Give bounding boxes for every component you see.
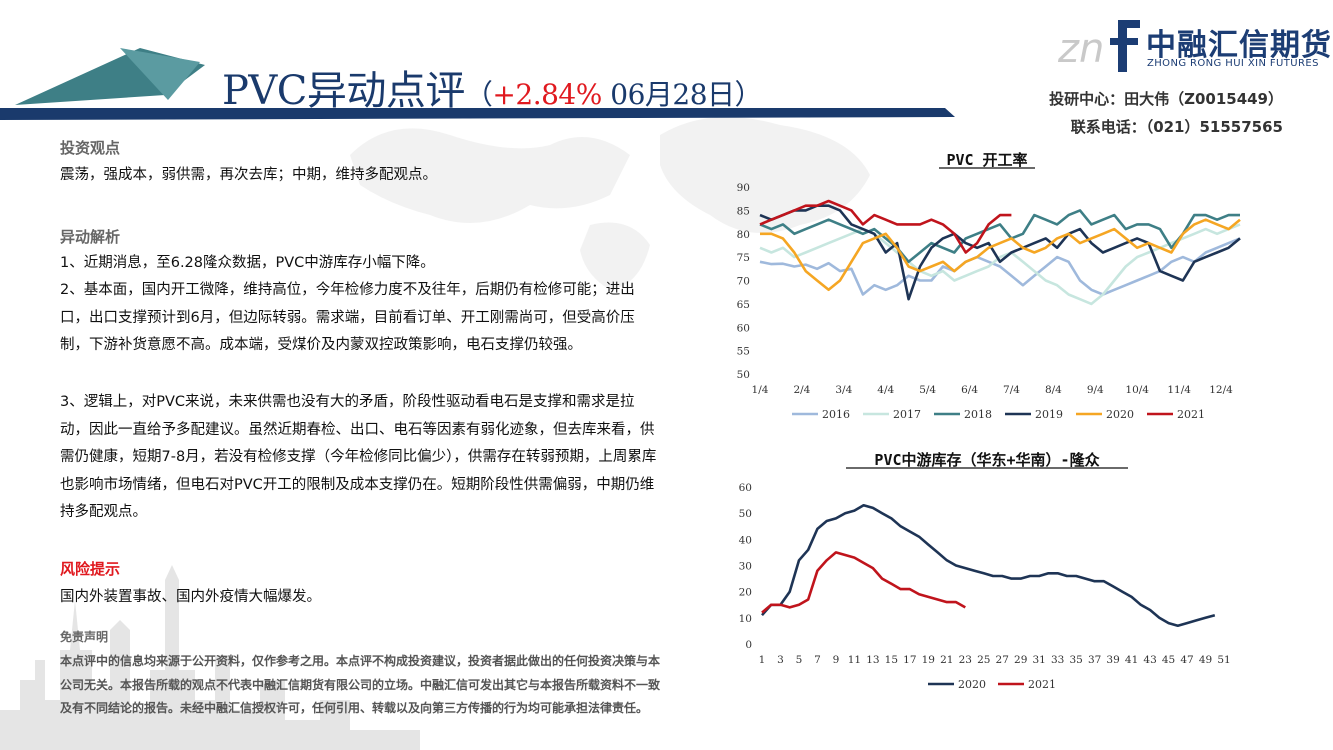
x-tick-label: 23 xyxy=(959,654,972,666)
analysis-point-2: 2、基本面，国内开工微降，维持高位，今年检修力度不及往年，后期仍有检修可能；进出… xyxy=(60,282,635,353)
y-tick-label: 65 xyxy=(737,299,750,311)
title-main: PVC异动点评 xyxy=(222,68,465,114)
y-tick-label: 60 xyxy=(737,322,750,334)
analysis-point-3: 3、逻辑上，对PVC来说，未来供需也没有大的矛盾，阶段性驱动看电石是支撑和需求是… xyxy=(60,394,657,520)
title-paren-open: （ xyxy=(464,78,493,111)
x-tick-label: 21 xyxy=(940,654,953,666)
disclaimer-text: 本点评中的信息均来源于公开资料，仅作参考之用。本点评不构成投资建议，投资者据此做… xyxy=(60,654,661,715)
x-tick-label: 11 xyxy=(848,654,861,666)
x-tick-label: 49 xyxy=(1199,654,1212,666)
x-tick-label: 17 xyxy=(903,654,916,666)
x-tick-label: 51 xyxy=(1217,654,1230,666)
change-percentage: +2.84% xyxy=(492,78,602,111)
analysis-heading: 异动解析 xyxy=(60,228,121,246)
x-tick-label: 4/4 xyxy=(877,384,894,396)
x-tick-label: 11/4 xyxy=(1167,384,1191,396)
x-tick-label: 10/4 xyxy=(1125,384,1149,396)
x-tick-label: 37 xyxy=(1088,654,1101,666)
x-tick-label: 41 xyxy=(1125,654,1138,666)
x-tick-label: 39 xyxy=(1106,654,1119,666)
x-tick-label: 12/4 xyxy=(1209,384,1233,396)
legend-label: 2021 xyxy=(1028,678,1056,691)
series-line-2021 xyxy=(761,551,966,614)
city-skyline-watermark xyxy=(0,565,420,750)
legend-label: 2018 xyxy=(964,408,992,421)
x-tick-label: 27 xyxy=(996,654,1009,666)
legend-label: 2019 xyxy=(1035,408,1063,421)
x-tick-label: 9/4 xyxy=(1087,384,1104,396)
x-tick-label: 15 xyxy=(885,654,898,666)
x-tick-label: 2/4 xyxy=(793,384,810,396)
x-tick-label: 3 xyxy=(777,654,784,666)
y-tick-label: 50 xyxy=(739,508,752,520)
title-date: 06月28日 xyxy=(602,78,735,111)
x-tick-label: 25 xyxy=(977,654,990,666)
title-paren-close: ） xyxy=(734,78,763,111)
x-tick-label: 5/4 xyxy=(919,384,936,396)
y-tick-label: 40 xyxy=(739,534,752,546)
x-tick-label: 1/4 xyxy=(752,384,769,396)
logo-english-name: ZHONG RONG HUI XIN FUTURES xyxy=(1147,58,1319,69)
x-tick-label: 19 xyxy=(922,654,935,666)
view-text: 震荡，强成本，弱供需，再次去库；中期，维持多配观点。 xyxy=(60,167,437,183)
y-tick-label: 80 xyxy=(737,229,750,241)
research-contact: 投研中心：田大伟（Z0015449） xyxy=(1049,90,1283,108)
x-tick-label: 7/4 xyxy=(1003,384,1020,396)
y-tick-label: 55 xyxy=(737,346,750,358)
x-tick-label: 33 xyxy=(1051,654,1064,666)
legend-label: 2016 xyxy=(822,408,850,421)
y-tick-label: 20 xyxy=(739,587,752,599)
company-logo-icon: zn xyxy=(1058,20,1140,72)
chart-title: PVC中游库存（华东+华南）-隆众 xyxy=(874,451,1099,469)
x-tick-label: 45 xyxy=(1162,654,1175,666)
analysis-point-1: 1、近期消息，至6.28隆众数据，PVC中游库存小幅下降。 xyxy=(60,255,435,271)
series-line-2019 xyxy=(759,204,1241,301)
date-text: 06月28日 xyxy=(610,78,735,111)
series-line-2020 xyxy=(761,504,1216,627)
x-tick-label: 6/4 xyxy=(961,384,978,396)
y-tick-label: 75 xyxy=(737,252,750,264)
x-tick-label: 29 xyxy=(1014,654,1027,666)
y-tick-label: 30 xyxy=(739,561,752,573)
y-tick-label: 50 xyxy=(737,369,750,381)
y-tick-label: 0 xyxy=(745,639,752,651)
page-title: PVC异动点评（+2.84% 06月28日） xyxy=(222,58,763,116)
x-tick-label: 9 xyxy=(833,654,840,666)
operating-rate-chart: PVC 开工率 50 55 60 65 70 75 80 85 90 1/4 2/4 3/4 4/4 5/4… xyxy=(737,151,1241,421)
x-tick-label: 31 xyxy=(1033,654,1046,666)
phone-contact: 联系电话：（021）51557565 xyxy=(1070,118,1283,136)
y-tick-label: 60 xyxy=(739,482,752,494)
disclaimer-heading: 免责声明 xyxy=(60,630,109,644)
series-line-2021 xyxy=(759,199,1012,254)
legend-label: 2020 xyxy=(958,678,986,691)
risk-heading: 风险提示 xyxy=(60,560,121,578)
x-tick-label: 43 xyxy=(1143,654,1156,666)
y-tick-label: 10 xyxy=(739,613,752,625)
y-tick-label: 70 xyxy=(737,276,750,288)
series-line-2020 xyxy=(760,218,1241,292)
svg-text:zn: zn xyxy=(1058,26,1104,72)
x-tick-label: 7 xyxy=(814,654,821,666)
legend-label: 2020 xyxy=(1106,408,1134,421)
x-tick-label: 3/4 xyxy=(835,384,852,396)
logo-chinese-name: 中融汇信期货 xyxy=(1146,28,1332,63)
series-line-2018 xyxy=(759,209,1240,264)
x-tick-label: 13 xyxy=(866,654,879,666)
x-tick-label: 8/4 xyxy=(1045,384,1062,396)
risk-text: 国内外装置事故、国内外疫情大幅爆发。 xyxy=(60,589,321,605)
y-tick-label: 90 xyxy=(737,182,750,194)
chart-title: PVC 开工率 xyxy=(946,151,1027,169)
y-tick-label: 85 xyxy=(737,205,750,217)
world-map-watermark xyxy=(350,117,870,290)
x-tick-label: 1 xyxy=(759,654,766,666)
view-heading: 投资观点 xyxy=(60,139,121,157)
legend-label: 2017 xyxy=(893,408,921,421)
x-tick-label: 47 xyxy=(1180,654,1193,666)
x-tick-label: 35 xyxy=(1069,654,1082,666)
legend-label: 2021 xyxy=(1177,408,1205,421)
header-banner xyxy=(0,48,955,120)
x-tick-label: 5 xyxy=(796,654,803,666)
